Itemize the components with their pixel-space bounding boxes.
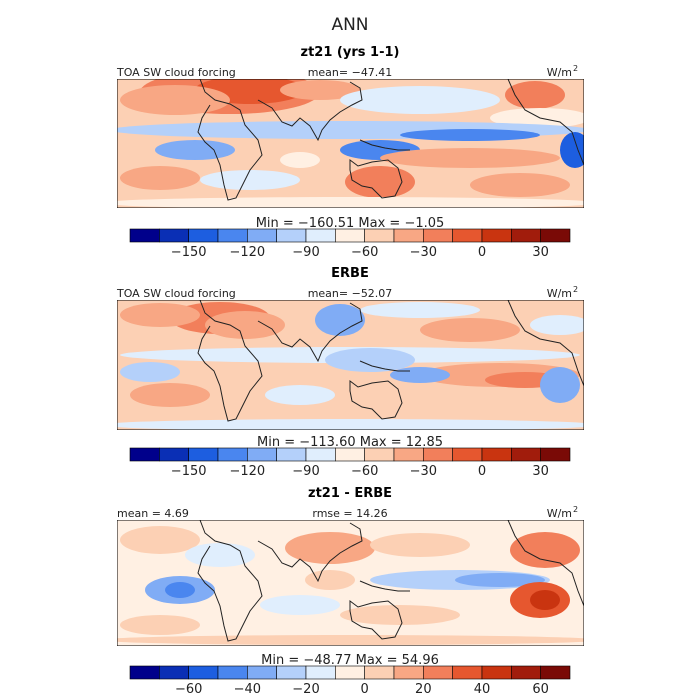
- colorbar-tick-label: −150: [171, 464, 207, 479]
- colorbar-swatch: [423, 447, 453, 462]
- panel-title: ERBE: [331, 266, 369, 281]
- colorbar-tick-label: −30: [410, 245, 437, 260]
- colorbar-swatch: [540, 447, 571, 462]
- colorbar-swatch: [305, 447, 336, 462]
- colorbar-swatch: [129, 665, 160, 680]
- colorbar-tick-label: −90: [292, 245, 319, 260]
- colorbar-tick-label: 20: [415, 682, 432, 697]
- colorbar-swatch: [540, 228, 571, 243]
- colorbar-swatch: [452, 665, 483, 680]
- colorbar-tick-label: −30: [410, 464, 437, 479]
- colorbar: −150 −120 −90 −60 −30 0 30: [129, 447, 571, 479]
- variable-label: TOA SW cloud forcing: [116, 287, 236, 300]
- units-label: W/m: [547, 287, 572, 300]
- colorbar-swatch: [276, 665, 307, 680]
- colorbar-swatch: [305, 228, 336, 243]
- colorbar-tick-label: −60: [351, 245, 378, 260]
- minmax-label: Min = −48.77 Max = 54.96: [261, 653, 439, 668]
- colorbar-swatch: [481, 665, 512, 680]
- colorbar-swatch: [452, 228, 483, 243]
- colorbar-swatch: [423, 665, 453, 680]
- colorbar-swatch: [335, 665, 365, 680]
- colorbar-swatch: [335, 228, 365, 243]
- colorbar-tick-label: −120: [229, 245, 265, 260]
- colorbar-swatch: [481, 228, 512, 243]
- colorbar-swatch: [511, 665, 541, 680]
- colorbar-swatch: [393, 228, 424, 243]
- colorbar-swatch: [188, 447, 219, 462]
- units-label: W/m: [547, 66, 572, 79]
- colorbar-swatch: [217, 665, 248, 680]
- units-exponent: 2: [573, 285, 578, 294]
- colorbar-swatch: [511, 447, 541, 462]
- colorbar-swatch: [129, 447, 160, 462]
- colorbar-swatch: [335, 447, 365, 462]
- map-field: [117, 79, 584, 208]
- colorbar-tick-label: −150: [171, 245, 207, 260]
- mean-label: mean= −47.41: [308, 66, 393, 79]
- colorbar-swatch: [247, 228, 277, 243]
- colorbar-swatch: [217, 228, 248, 243]
- colorbar-swatch: [393, 665, 424, 680]
- colorbar: −150 −120 −90 −60 −30 0 30: [129, 228, 571, 260]
- colorbar-swatch: [276, 228, 307, 243]
- colorbar-swatch: [511, 228, 541, 243]
- season-title: ANN: [331, 15, 368, 35]
- minmax-label: Min = −160.51 Max = −1.05: [256, 216, 445, 231]
- units-exponent: 2: [573, 505, 578, 514]
- colorbar-tick-label: −60: [175, 682, 202, 697]
- units-label: W/m: [547, 507, 572, 520]
- colorbar-swatch: [217, 447, 248, 462]
- map-field: [117, 520, 584, 646]
- mean-label: mean= −52.07: [308, 287, 393, 300]
- colorbar-tick-label: 60: [532, 682, 549, 697]
- units-exponent: 2: [573, 64, 578, 73]
- colorbar-swatch: [247, 665, 277, 680]
- colorbar-tick-label: 0: [478, 245, 486, 260]
- colorbar-swatch: [188, 665, 219, 680]
- colorbar-tick-label: −40: [234, 682, 261, 697]
- colorbar-swatch: [276, 447, 307, 462]
- colorbar-tick-label: 30: [532, 245, 549, 260]
- colorbar-swatch: [159, 228, 189, 243]
- colorbar-tick-label: −120: [229, 464, 265, 479]
- colorbar-swatch: [364, 228, 395, 243]
- colorbar-tick-label: 30: [532, 464, 549, 479]
- colorbar-swatch: [188, 228, 219, 243]
- panel-title: zt21 (yrs 1-1): [301, 45, 400, 60]
- colorbar-tick-label: −20: [292, 682, 319, 697]
- colorbar-tick-label: 40: [474, 682, 491, 697]
- colorbar-swatch: [129, 228, 160, 243]
- colorbar-tick-label: −90: [292, 464, 319, 479]
- panel-difference: zt21 - ERBE mean = 4.69 rmse = 14.26 W/m…: [117, 486, 584, 697]
- rmse-label: rmse = 14.26: [312, 507, 387, 520]
- panel-observation: ERBE TOA SW cloud forcing mean= −52.07 W…: [116, 266, 584, 479]
- colorbar-tick-label: 0: [478, 464, 486, 479]
- colorbar-swatch: [452, 447, 483, 462]
- colorbar-swatch: [364, 447, 395, 462]
- colorbar-swatch: [393, 447, 424, 462]
- panel-title: zt21 - ERBE: [308, 486, 392, 501]
- minmax-label: Min = −113.60 Max = 12.85: [257, 435, 443, 450]
- panel-model: zt21 (yrs 1-1) TOA SW cloud forcing mean…: [116, 45, 584, 260]
- colorbar-swatch: [540, 665, 571, 680]
- colorbar-swatch: [481, 447, 512, 462]
- colorbar-swatch: [159, 447, 189, 462]
- map-field: [117, 300, 584, 430]
- difference-mean-label: mean = 4.69: [117, 507, 189, 520]
- colorbar-swatch: [247, 447, 277, 462]
- colorbar-swatch: [159, 665, 189, 680]
- colorbar-tick-label: −60: [351, 464, 378, 479]
- colorbar: −60 −40 −20 0 20 40 60: [129, 665, 571, 697]
- colorbar-tick-label: 0: [361, 682, 369, 697]
- colorbar-swatch: [364, 665, 395, 680]
- colorbar-swatch: [305, 665, 336, 680]
- variable-label: TOA SW cloud forcing: [116, 66, 236, 79]
- colorbar-swatch: [423, 228, 453, 243]
